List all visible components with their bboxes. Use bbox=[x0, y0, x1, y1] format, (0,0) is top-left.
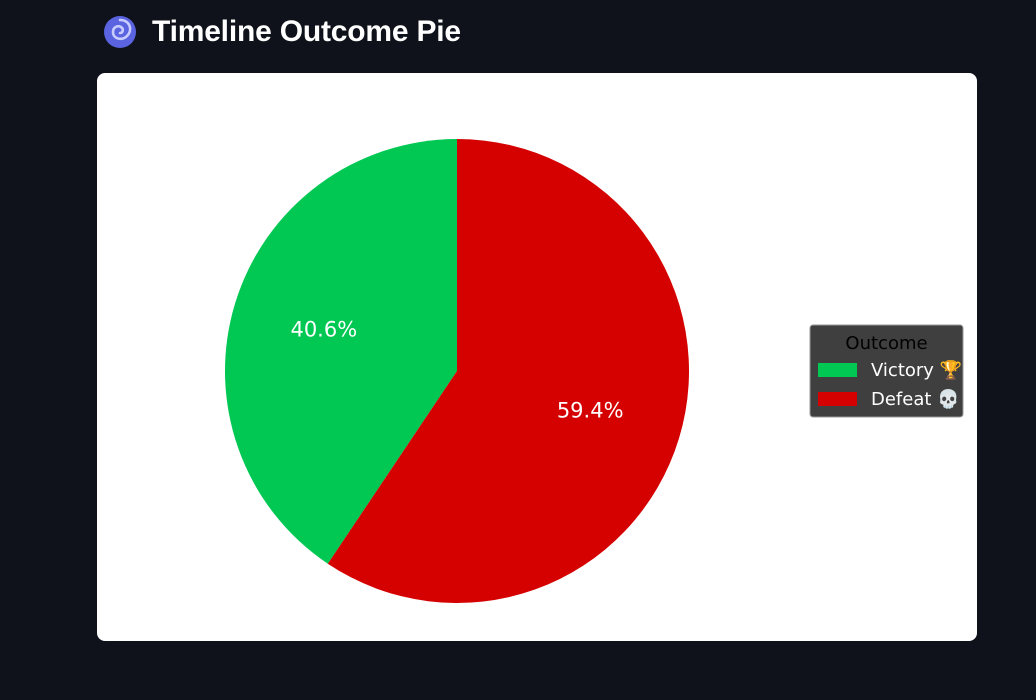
chart-legend: Outcome Victory 🏆 Defeat 💀 bbox=[809, 324, 964, 418]
pie-slice-1 bbox=[327, 139, 690, 603]
legend-item-label: Victory 🏆 bbox=[871, 359, 962, 381]
slice-value-label: 40.6% bbox=[290, 317, 357, 341]
pie-slice-0 bbox=[225, 139, 457, 564]
pie-chart: 40.6% 59.4% Outcome Victory 🏆 Defeat 💀 bbox=[225, 139, 964, 603]
page-header: Timeline Outcome Pie bbox=[102, 12, 461, 52]
legend-item-label: Defeat 💀 bbox=[871, 388, 960, 410]
page-title: Timeline Outcome Pie bbox=[152, 15, 461, 48]
legend-swatch-1 bbox=[818, 392, 857, 406]
legend-title: Outcome bbox=[845, 333, 927, 354]
slice-value-label: 59.4% bbox=[557, 399, 624, 423]
cyclone-icon bbox=[102, 14, 138, 50]
legend-swatch-0 bbox=[818, 363, 857, 377]
chart-card: 40.6% 59.4% Outcome Victory 🏆 Defeat 💀 bbox=[97, 73, 977, 641]
